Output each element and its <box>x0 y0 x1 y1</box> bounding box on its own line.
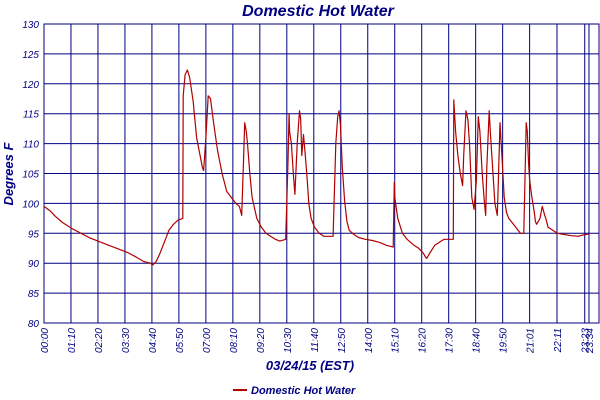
y-axis-ticks: 80 85 90 95 100 105 110 115 120 125 130 <box>22 20 39 330</box>
x-tick-label: 08:10 <box>229 328 240 353</box>
x-tick-label: 18:40 <box>472 328 483 353</box>
x-tick-label: 07:00 <box>202 328 213 353</box>
x-tick-label: 21:01 <box>526 328 537 354</box>
y-tick-label: 130 <box>22 20 39 31</box>
legend-label: Domestic Hot Water <box>251 385 356 397</box>
x-tick-label: 23:34 <box>585 328 596 354</box>
x-tick-label: 19:50 <box>499 328 510 353</box>
x-axis-ticks: 00:00 01:10 02:20 03:30 04:40 05:50 07:00 08:10… <box>40 328 596 354</box>
y-axis-label: Degrees F <box>1 142 16 206</box>
series-line <box>43 69 589 266</box>
x-tick-label: 14:00 <box>364 328 375 353</box>
y-tick-label: 95 <box>28 229 40 240</box>
x-tick-label: 09:20 <box>256 328 267 353</box>
x-tick-label: 11:40 <box>310 328 321 353</box>
series-layer <box>43 69 589 266</box>
x-tick-label: 22:11 <box>553 328 564 353</box>
y-tick-label: 125 <box>22 50 39 61</box>
x-tick-label: 12:50 <box>337 328 348 353</box>
y-tick-label: 115 <box>23 110 39 121</box>
y-tick-label: 90 <box>28 259 40 270</box>
x-tick-label: 00:00 <box>40 328 51 353</box>
grid <box>43 23 599 324</box>
x-tick-label: 15:10 <box>391 328 402 353</box>
y-tick-label: 85 <box>28 289 40 300</box>
y-tick-label: 105 <box>22 170 39 181</box>
legend: Domestic Hot Water <box>233 385 356 397</box>
x-tick-label: 04:40 <box>148 328 159 353</box>
y-tick-label: 80 <box>28 319 40 330</box>
x-tick-label: 01:10 <box>67 328 78 353</box>
x-tick-label: 10:30 <box>283 328 294 353</box>
x-axis-label: 03/24/15 (EST) <box>266 358 354 373</box>
x-tick-label: 17:30 <box>445 328 456 353</box>
y-tick-label: 100 <box>22 199 39 210</box>
y-tick-label: 120 <box>22 80 39 91</box>
y-tick-label: 110 <box>23 140 39 151</box>
chart-title: Domestic Hot Water <box>242 3 395 20</box>
x-tick-label: 05:50 <box>175 328 186 353</box>
x-tick-label: 02:20 <box>94 328 105 353</box>
x-tick-label: 03:30 <box>121 328 132 353</box>
x-tick-label: 16:20 <box>418 328 429 353</box>
x-tick-label: 23:23 <box>581 328 592 354</box>
